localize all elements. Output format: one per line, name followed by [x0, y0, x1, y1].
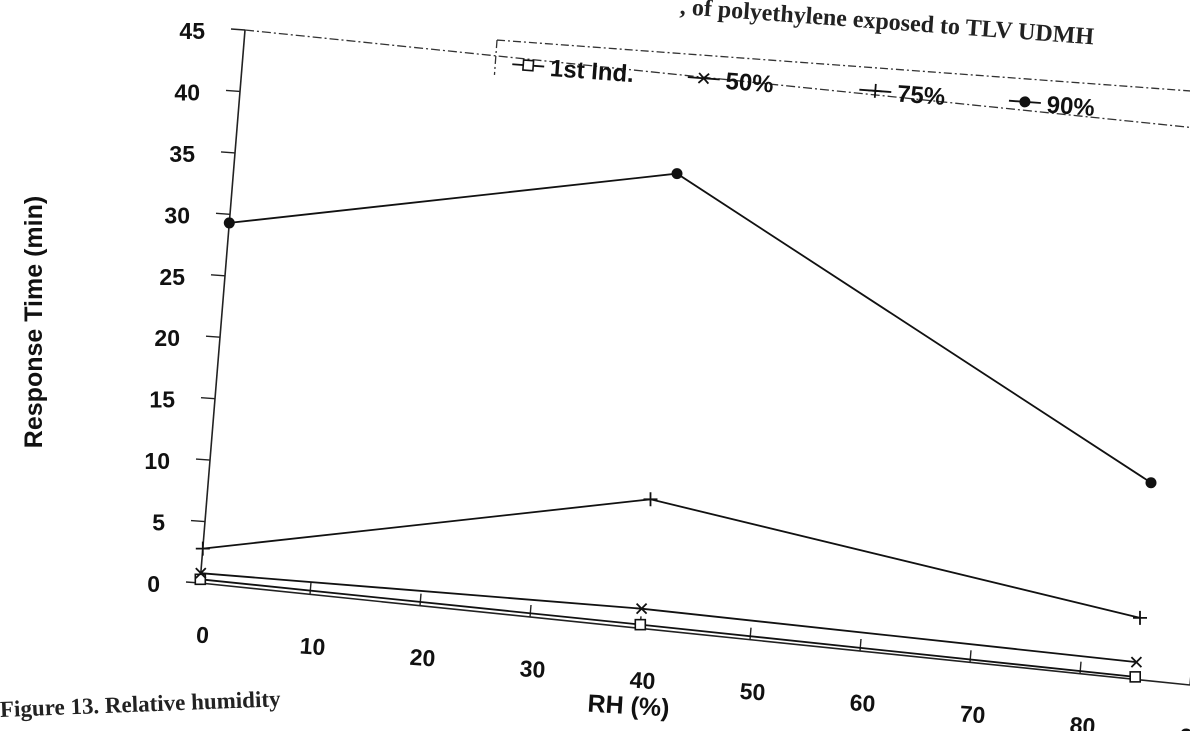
plot-frame: [199, 29, 1190, 686]
y-tick-mark: [205, 335, 221, 338]
square-marker: [522, 59, 535, 72]
x-tick-labels: 0 10 20 30 40 50 60 70 80 90: [195, 622, 1190, 731]
y-tick-mark: [195, 458, 211, 461]
x-tick-mark: [749, 627, 752, 640]
x-marker: [697, 72, 710, 85]
plus-marker: [195, 541, 210, 556]
series-line: [200, 578, 1136, 678]
series-line: [229, 172, 1152, 484]
x-tick-mark: [969, 650, 972, 663]
x-tick-label: 80: [1069, 712, 1096, 731]
dot-marker: [1019, 96, 1031, 108]
y-axis-label: Response Time (min): [20, 196, 48, 448]
y-tick-mark: [230, 28, 246, 31]
x-tick-mark: [309, 582, 312, 595]
x-tick-label: 70: [959, 700, 986, 728]
series-4: [223, 168, 1157, 489]
x-tick-mark: [859, 638, 862, 652]
x-tick-label: 90: [1179, 723, 1190, 731]
square-marker: [634, 618, 647, 631]
plus-marker: [643, 492, 658, 507]
y-tick-mark: [215, 212, 231, 216]
x-tick-label: 0: [195, 622, 210, 649]
x-tick-mark: [419, 593, 422, 606]
y-tick-mark: [210, 274, 226, 277]
x-tick-label: 50: [739, 678, 766, 706]
x-marker: [635, 603, 648, 615]
x-marker: [195, 567, 207, 579]
y-tick-mark: [220, 151, 236, 154]
series-layer: [194, 168, 1157, 683]
square-marker: [1129, 671, 1141, 683]
series-1: [194, 573, 1141, 683]
dot-marker: [671, 168, 683, 180]
legend-label: 75%: [896, 81, 946, 111]
y-tick-label: 45: [179, 18, 205, 44]
dot-marker: [223, 217, 235, 229]
plus-marker: [1133, 610, 1147, 625]
x-tick-label: 20: [409, 644, 436, 672]
series-3: [195, 492, 1147, 625]
legend-label: 90%: [1046, 92, 1096, 122]
y-tick-label: 25: [159, 264, 185, 290]
series-2: [195, 567, 1143, 668]
plus-marker: [868, 83, 883, 98]
x-marker: [1130, 656, 1143, 668]
axis-ticks: [185, 28, 1190, 685]
legend-border: [493, 39, 1190, 93]
y-tick-label: 0: [147, 571, 160, 597]
y-tick-label: 10: [144, 448, 170, 474]
x-tick-mark: [529, 604, 532, 618]
x-tick-label: 30: [519, 655, 546, 683]
y-tick-label: 35: [169, 141, 195, 167]
x-tick-label: 10: [299, 632, 326, 660]
series-line: [202, 498, 1141, 619]
y-tick-label: 30: [164, 202, 190, 228]
legend: 1st Ind. 50% 75% 90%: [493, 39, 1190, 122]
legend-label: 1st Ind.: [549, 55, 635, 88]
x-axis-line: [199, 582, 1190, 686]
y-tick-labels: 0 5 10 15 20 25 30 35 40 45: [144, 18, 205, 597]
y-tick-label: 5: [152, 510, 165, 536]
dot-marker: [1145, 477, 1157, 489]
x-axis-label: RH (%): [587, 690, 670, 723]
y-tick-mark: [200, 396, 216, 400]
y-tick-label: 20: [154, 325, 180, 351]
y-tick-mark: [190, 519, 206, 523]
series-line: [200, 572, 1137, 663]
y-tick-mark: [225, 89, 241, 93]
legend-label: 50%: [725, 68, 775, 98]
top-frame-line: [244, 29, 1190, 129]
x-tick-label: 60: [849, 689, 876, 717]
y-tick-label: 40: [174, 79, 200, 105]
legend-box: 1st Ind. 50% 75% 90%: [493, 39, 1190, 122]
y-axis-line: [199, 29, 246, 584]
x-tick-label: 40: [629, 666, 656, 694]
y-tick-label: 15: [149, 387, 175, 413]
